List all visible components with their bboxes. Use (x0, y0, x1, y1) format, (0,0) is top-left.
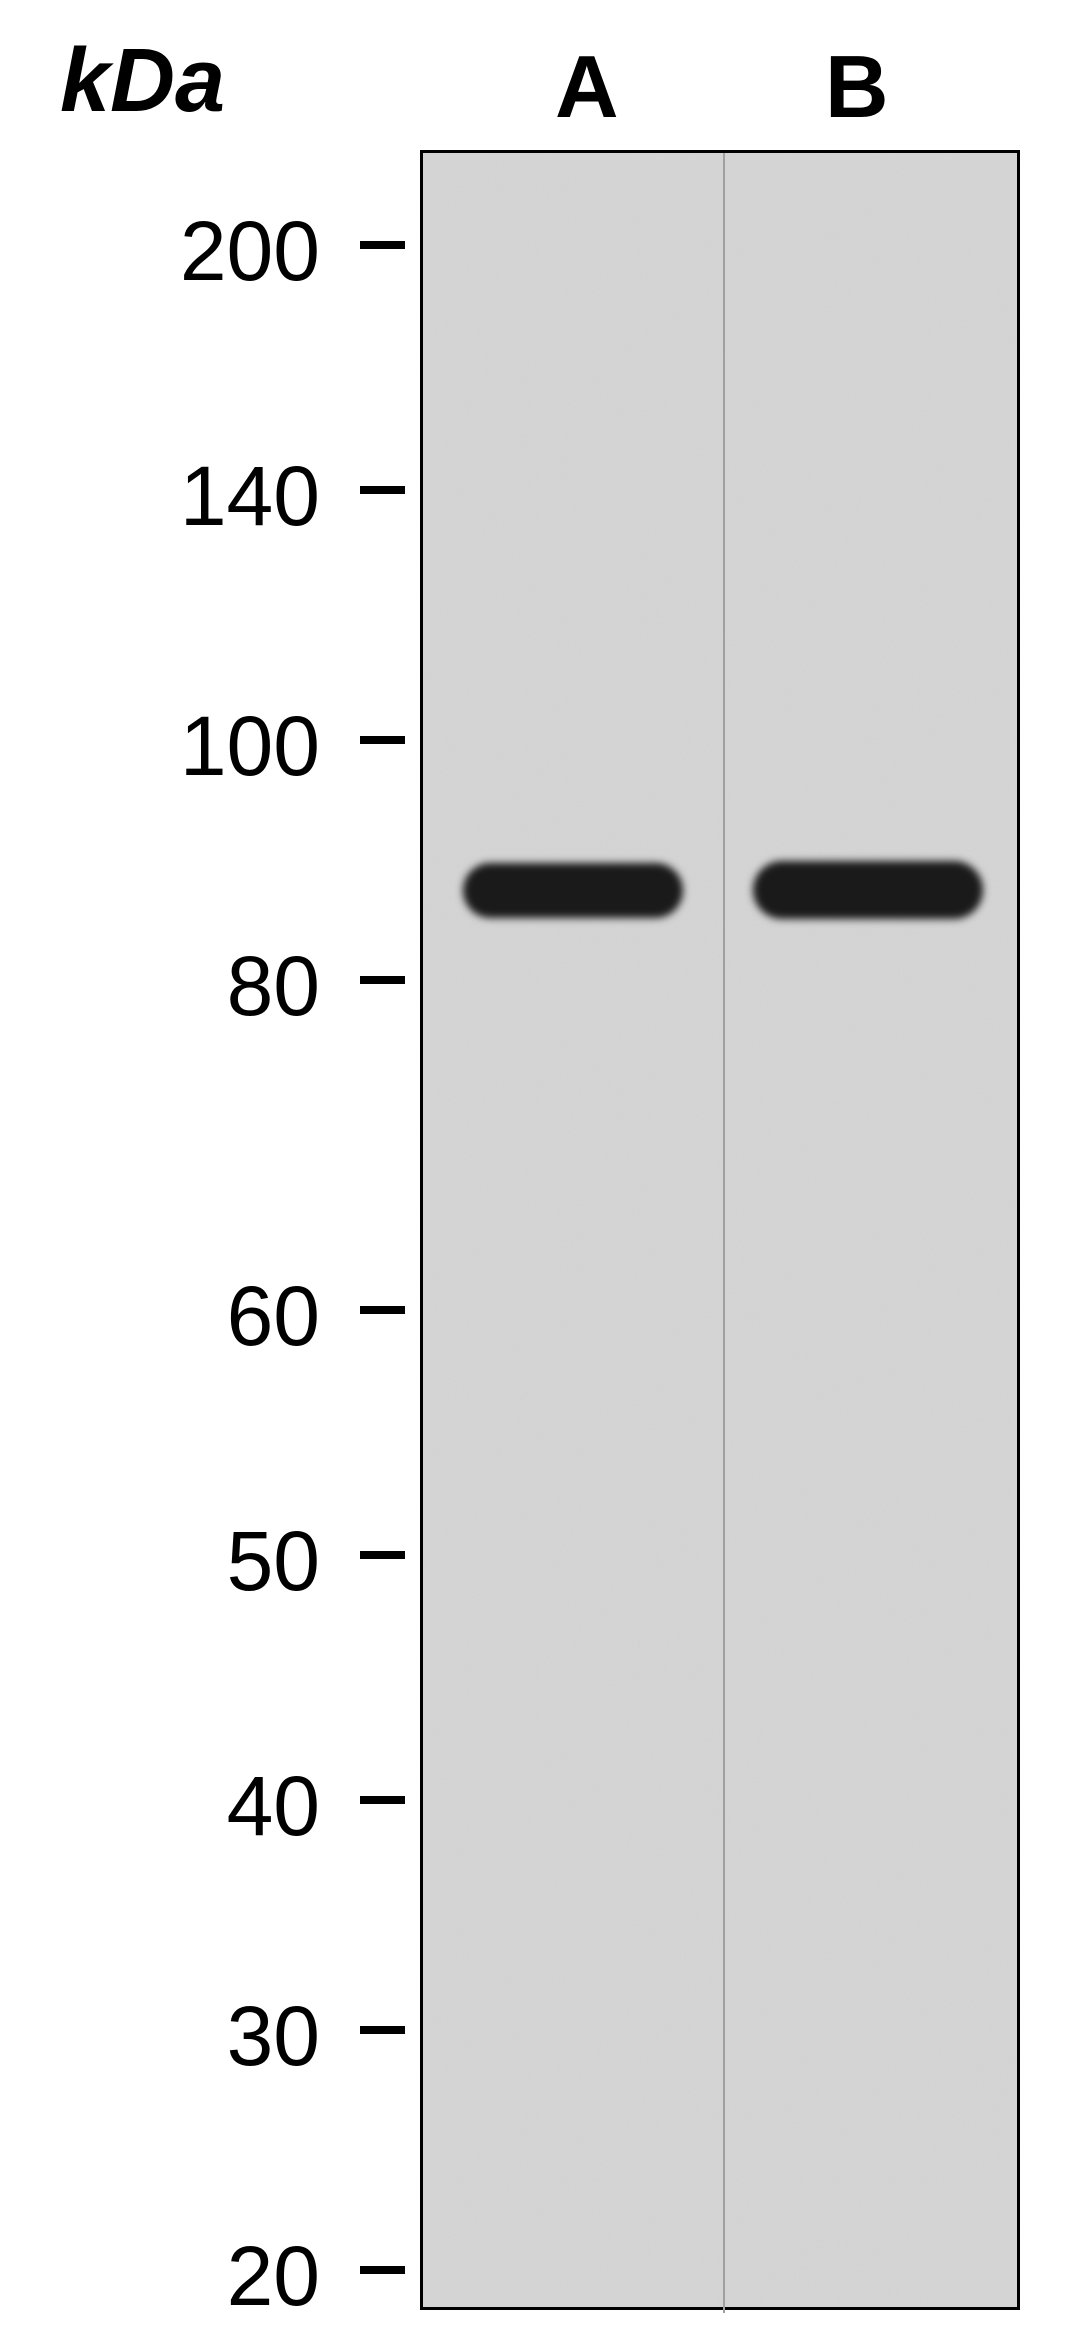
mw-label-100: 100 (180, 698, 320, 795)
blot-figure: kDa A B 200 140 100 80 60 50 40 30 20 (0, 0, 1080, 2348)
tick-50 (360, 1551, 405, 1559)
mw-label-40: 40 (227, 1758, 320, 1855)
tick-20 (360, 2266, 405, 2274)
blot-membrane (420, 150, 1020, 2310)
tick-200 (360, 241, 405, 249)
mw-label-50: 50 (227, 1513, 320, 1610)
lane-label-a: A (555, 36, 619, 138)
mw-label-80: 80 (227, 938, 320, 1035)
tick-30 (360, 2026, 405, 2034)
lane-divider (723, 153, 725, 2313)
mw-label-20: 20 (227, 2228, 320, 2325)
tick-80 (360, 976, 405, 984)
band-lane-a (463, 863, 683, 918)
lane-label-b: B (825, 36, 889, 138)
tick-40 (360, 1796, 405, 1804)
band-lane-b (753, 861, 983, 919)
units-label: kDa (60, 30, 225, 133)
tick-100 (360, 736, 405, 744)
tick-60 (360, 1306, 405, 1314)
mw-label-60: 60 (227, 1268, 320, 1365)
mw-label-140: 140 (180, 448, 320, 545)
blot-background-svg (423, 153, 1017, 2307)
mw-label-200: 200 (180, 203, 320, 300)
mw-label-30: 30 (227, 1988, 320, 2085)
tick-140 (360, 486, 405, 494)
